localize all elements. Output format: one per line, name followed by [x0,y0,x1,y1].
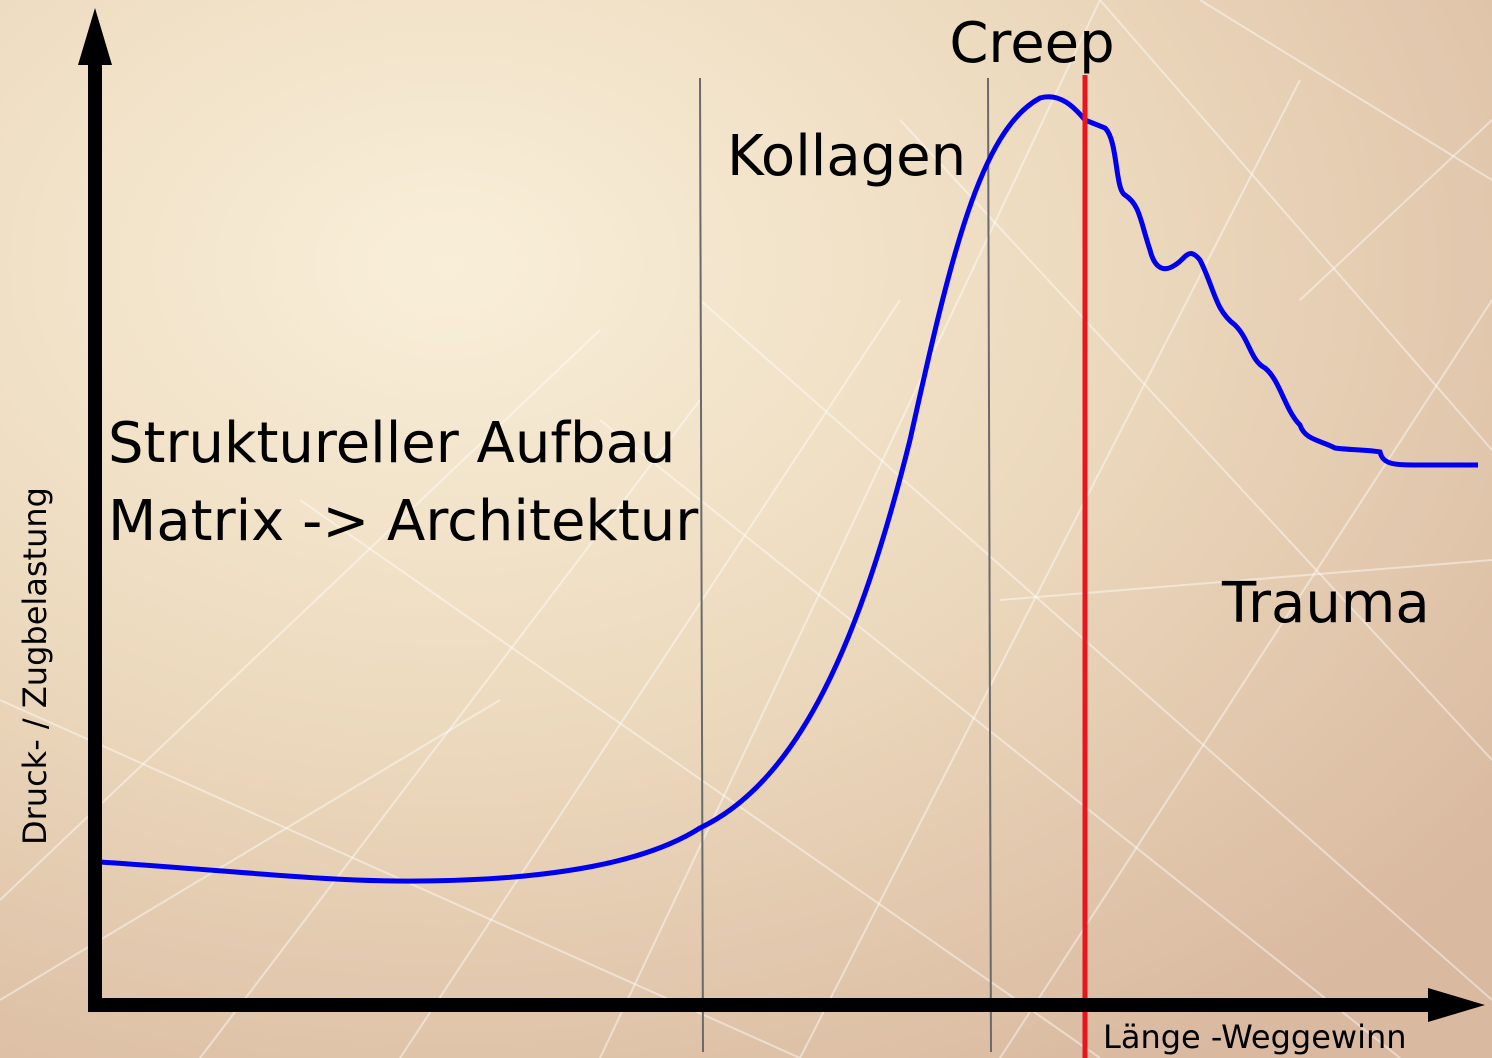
region-label: Matrix -> Architektur [108,489,699,554]
title: Creep [949,11,1114,76]
page: {"title": "Creep", "axes": {"y_label": "… [0,0,1492,1058]
region-label: Struktureller Aufbau [108,411,675,476]
diagram: Creep Kollagen Struktureller Aufbau Matr… [0,0,1492,1058]
region-label: Kollagen [727,124,966,189]
region-label: Trauma [1221,571,1430,636]
y-axis-label: Druck- / Zugbelastung [16,487,54,845]
x-axis-label: Länge -Weggewinn [1103,1018,1407,1056]
